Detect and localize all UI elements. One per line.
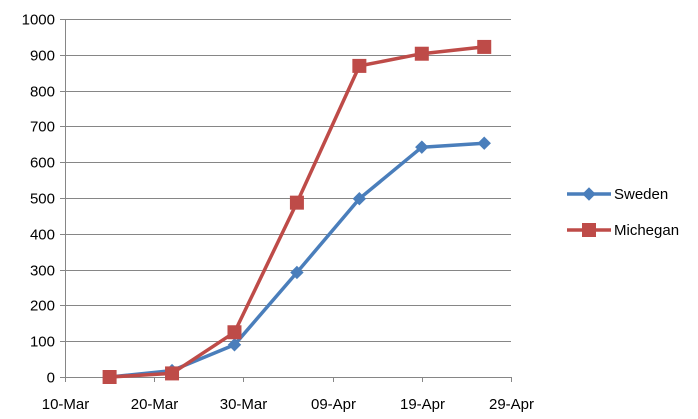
data-point-michegan <box>227 325 242 340</box>
data-point-sweden <box>415 140 429 154</box>
gridlines <box>65 19 511 342</box>
x-tick-label: 29-Apr <box>489 396 534 413</box>
y-tick-label: 500 <box>30 191 55 208</box>
legend-swatch-marker <box>582 223 596 237</box>
x-tick-label: 20-Mar <box>131 396 179 413</box>
y-tick-label: 800 <box>30 84 55 101</box>
legend-label: Michegan <box>614 222 679 239</box>
series-layer <box>102 39 492 384</box>
y-tick-labels: 0 100 200 300 400 500 600 700 800 900 1000 <box>22 12 55 387</box>
y-tick-label: 600 <box>30 155 55 172</box>
legend-label: Sweden <box>614 186 668 203</box>
data-point-sweden <box>290 265 304 280</box>
y-tick-label: 200 <box>30 298 55 315</box>
legend-swatch-marker <box>582 187 596 201</box>
legend: Sweden Michegan <box>567 186 679 239</box>
y-tick-label: 400 <box>30 227 55 244</box>
x-tick-label: 09-Apr <box>311 396 356 413</box>
y-tick-label: 900 <box>30 48 55 65</box>
series-sweden <box>102 136 491 384</box>
y-tick-label: 1000 <box>22 12 55 29</box>
data-point-michegan <box>352 58 367 73</box>
x-tick-labels: 10-Mar 20-Mar 30-Mar 09-Apr 19-Apr 29-Apr <box>42 396 534 413</box>
data-point-sweden <box>477 136 491 150</box>
series-line-michegan <box>109 45 485 379</box>
legend-item-michegan: Michegan <box>567 222 679 239</box>
series-michegan <box>102 39 492 384</box>
data-point-michegan <box>165 366 180 381</box>
x-tick-label: 10-Mar <box>42 396 90 413</box>
legend-item-sweden: Sweden <box>567 186 668 203</box>
data-point-sweden <box>227 338 242 352</box>
data-point-michegan <box>289 195 304 210</box>
y-tick-label: 0 <box>47 370 55 387</box>
axes <box>60 19 512 382</box>
y-tick-label: 700 <box>30 119 55 136</box>
x-tick-label: 19-Apr <box>400 396 445 413</box>
x-tick-label: 30-Mar <box>220 396 268 413</box>
y-tick-label: 300 <box>30 263 55 280</box>
data-point-michegan <box>477 39 492 54</box>
data-point-michegan <box>102 370 117 384</box>
y-tick-label: 100 <box>30 334 55 351</box>
data-point-sweden <box>352 192 367 206</box>
data-point-michegan <box>414 46 429 61</box>
